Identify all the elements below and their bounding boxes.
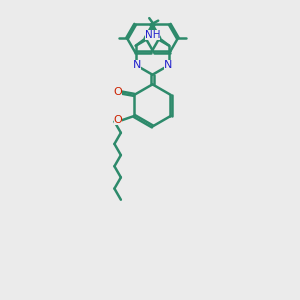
Text: N: N: [133, 60, 141, 70]
Text: N: N: [164, 60, 172, 70]
Text: O: O: [113, 116, 122, 125]
Text: O: O: [113, 87, 122, 98]
Text: NH: NH: [145, 30, 160, 40]
